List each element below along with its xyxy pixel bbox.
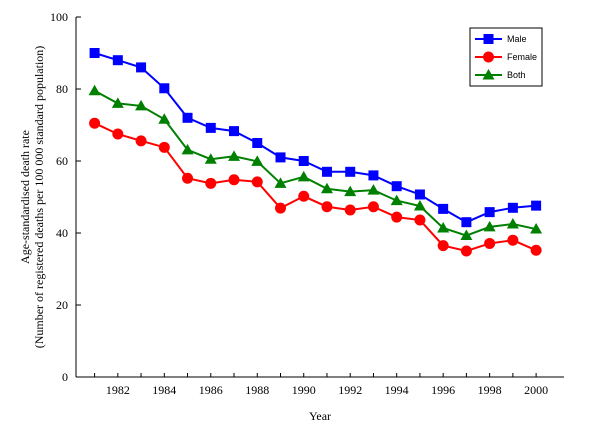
series-female [89, 117, 542, 257]
y-tick-label: 40 [56, 226, 68, 240]
point-male [438, 203, 449, 214]
point-female [89, 117, 101, 129]
point-female [274, 202, 286, 214]
point-male [345, 166, 356, 177]
point-female [135, 135, 147, 147]
point-female [228, 174, 240, 186]
point-male [136, 62, 147, 73]
point-both [88, 84, 101, 96]
point-male [159, 83, 170, 94]
point-both [483, 220, 496, 232]
y-axis-title: Age-standardised death rate [18, 130, 32, 264]
point-female [460, 245, 472, 257]
x-tick-label: 1982 [106, 383, 130, 397]
y-tick-label: 20 [56, 298, 68, 312]
point-female [205, 177, 217, 189]
y-tick-label: 60 [56, 154, 68, 168]
point-female [344, 204, 356, 216]
legend-label-both: Both [507, 70, 526, 80]
x-tick-label: 1986 [199, 383, 223, 397]
series-line-female [94, 122, 537, 253]
x-tick-label: 1990 [292, 383, 316, 397]
legend-label-male: Male [507, 34, 527, 44]
point-female [484, 237, 496, 249]
point-both [228, 150, 241, 161]
legend-marker-male [483, 34, 494, 44]
point-male [391, 181, 402, 192]
series-both [88, 84, 543, 241]
point-both [251, 155, 264, 166]
point-both [344, 185, 357, 197]
point-male [112, 55, 123, 66]
point-male [275, 152, 286, 163]
point-both [297, 170, 310, 182]
point-both [204, 153, 217, 164]
series-layer [88, 48, 543, 257]
point-female [182, 172, 194, 184]
point-female [367, 201, 379, 213]
point-female [321, 201, 333, 213]
point-female [158, 141, 170, 153]
point-female [414, 214, 426, 226]
point-both [530, 223, 543, 234]
point-male [461, 217, 472, 228]
point-both [367, 184, 380, 195]
x-tick-label: 1994 [385, 383, 409, 397]
x-tick-label: 1984 [152, 383, 176, 397]
x-tick-label: 1996 [431, 383, 455, 397]
point-female [507, 234, 519, 246]
point-male [414, 189, 425, 200]
point-male [229, 126, 240, 137]
x-tick-label: 1988 [245, 383, 269, 397]
point-male [484, 207, 495, 218]
x-tick-label: 1992 [338, 383, 362, 397]
point-female [437, 240, 449, 252]
point-male [507, 202, 518, 213]
point-male [252, 138, 263, 148]
y-tick-label: 80 [56, 82, 68, 96]
series-line-both [94, 89, 537, 237]
point-female [391, 211, 403, 223]
point-male [368, 170, 379, 181]
legend: Male Female Both [469, 27, 543, 87]
point-male [531, 200, 542, 211]
point-female [251, 176, 263, 188]
point-male [298, 156, 309, 166]
axes [75, 17, 564, 378]
point-both [506, 218, 519, 229]
x-tick-label: 1998 [478, 383, 502, 397]
point-male [182, 112, 193, 123]
series-male [89, 48, 542, 228]
point-both [413, 200, 426, 211]
point-both [274, 177, 287, 188]
y-tick-label: 0 [62, 370, 68, 384]
y-tick-label: 100 [50, 10, 68, 24]
point-both [181, 143, 194, 155]
point-both [320, 182, 333, 194]
point-female [298, 190, 310, 202]
point-female [112, 128, 124, 140]
point-both [390, 194, 403, 206]
point-male [89, 48, 100, 58]
point-both [135, 99, 148, 111]
point-male [321, 166, 332, 177]
legend-marker-both [482, 69, 495, 80]
ticks: 0 20 40 60 80 100 1982 1984 1986 1988 1990 1992 1994… [50, 10, 548, 397]
x-axis-title: Year [309, 409, 331, 423]
point-both [158, 113, 171, 124]
x-tick-label: 2000 [524, 383, 548, 397]
point-male [205, 122, 216, 133]
point-both [460, 229, 473, 241]
point-both [111, 97, 124, 108]
legend-marker-female [483, 51, 494, 63]
y-axis-subtitle: (Number of registered deaths per 100 000… [32, 46, 46, 349]
point-both [437, 221, 450, 233]
point-female [530, 244, 542, 256]
legend-label-female: Female [507, 52, 537, 62]
